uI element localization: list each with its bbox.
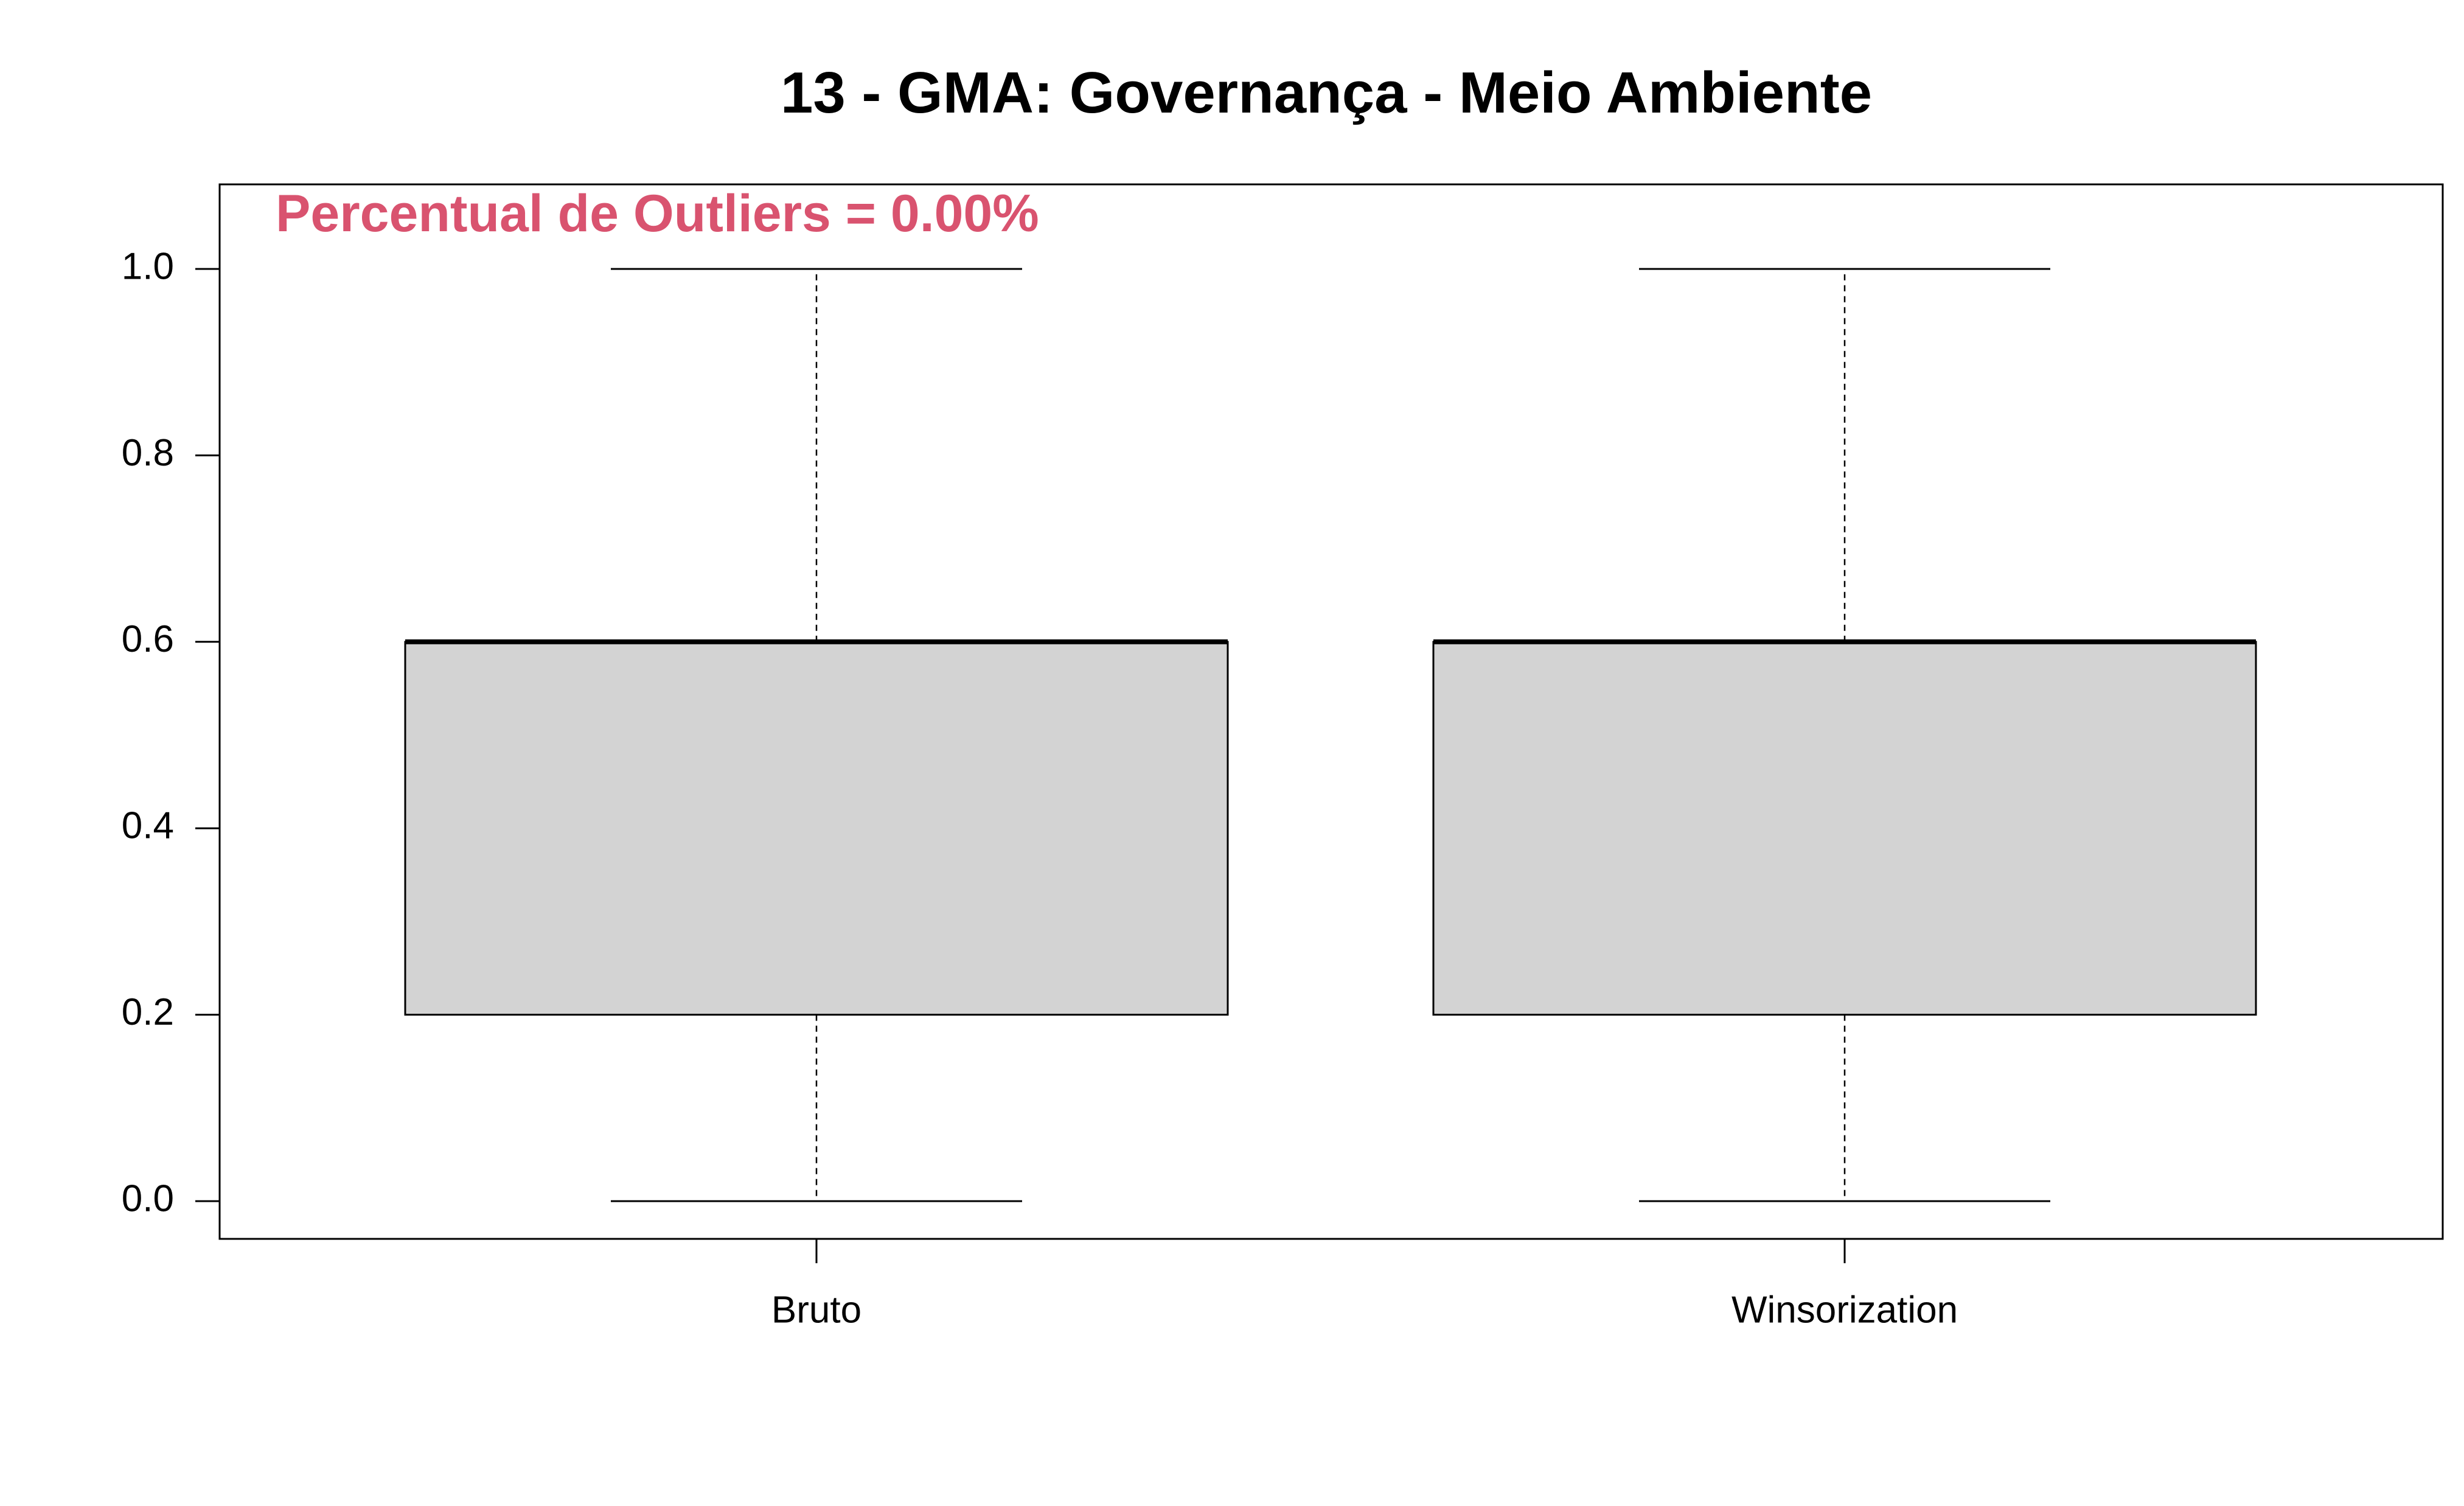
- y-tick-label: 0.4: [122, 805, 174, 847]
- x-axis: Bruto Winsorization: [771, 1239, 1958, 1331]
- y-tick-label: 0.8: [122, 432, 174, 474]
- box-winsorization: [1432, 268, 2257, 1202]
- iqr-box: [1432, 641, 2257, 1016]
- chart-title: 13 - GMA: Governança - Meio Ambiente: [781, 60, 1872, 125]
- x-tick-label: Winsorization: [1731, 1289, 1958, 1331]
- outlier-percentage-annotation: Percentual de Outliers = 0.00%: [276, 184, 1039, 243]
- boxes: [404, 268, 2257, 1202]
- y-tick-label: 0.2: [122, 991, 174, 1033]
- y-tick-label: 0.0: [122, 1177, 174, 1219]
- plot-frame: [218, 183, 2444, 1240]
- x-tick-label: Bruto: [771, 1289, 861, 1331]
- box-bruto: [404, 268, 1229, 1202]
- y-tick-label: 1.0: [122, 245, 174, 287]
- y-tick-label: 0.6: [122, 618, 174, 660]
- y-axis: 0.0 0.2 0.4 0.6 0.8 1.0: [122, 245, 220, 1219]
- iqr-box: [404, 641, 1229, 1016]
